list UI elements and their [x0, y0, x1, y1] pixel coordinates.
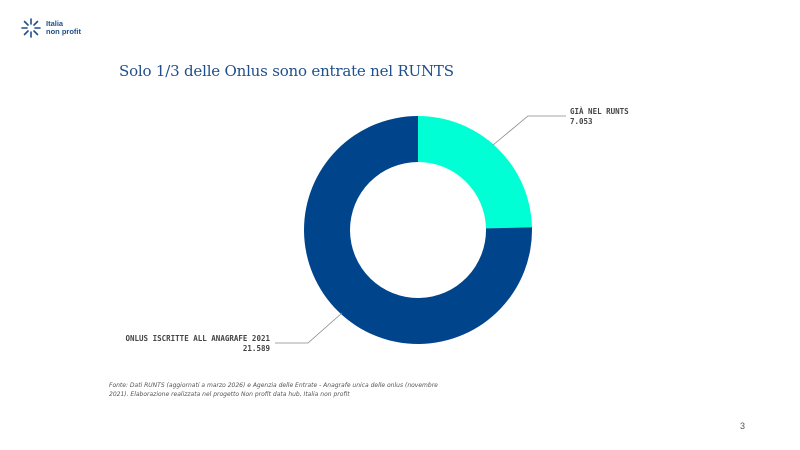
label-value-1: 21.589: [243, 344, 271, 353]
leader-line-0: [492, 115, 566, 146]
logo: Italia non profit: [21, 18, 81, 38]
logo-text: Italia non profit: [46, 20, 81, 36]
page-title: Solo 1/3 delle Onlus sono entrate nel RU…: [119, 62, 454, 80]
label-value-0: 7.053: [570, 117, 593, 126]
logo-line-1: Italia: [46, 19, 64, 28]
label-category-1: ONLUS ISCRITTE ALL ANAGRAFE 2021: [126, 334, 271, 343]
source-note: Fonte: Dati RUNTS (aggiornati a marzo 20…: [109, 382, 438, 398]
leader-line-1: [275, 312, 343, 344]
label-category-0: GIÀ NEL RUNTS: [570, 107, 629, 116]
donut-slice-0: [418, 116, 532, 229]
donut-slice-1: [304, 116, 533, 344]
logo-line-2: non profit: [46, 27, 81, 36]
page-number: 3: [739, 421, 745, 431]
logo-star-icon: [21, 18, 41, 38]
